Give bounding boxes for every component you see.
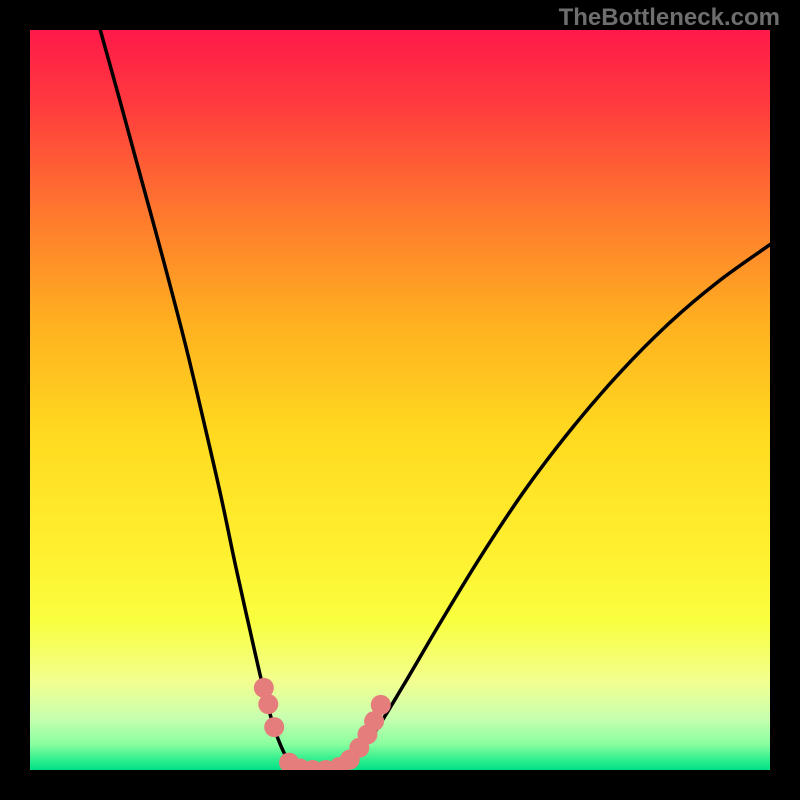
marker-point xyxy=(371,695,391,715)
marker-point xyxy=(264,717,284,737)
marker-point xyxy=(258,694,278,714)
plot-area xyxy=(30,30,770,770)
curve-layer xyxy=(30,30,770,770)
chart-root: TheBottleneck.com xyxy=(0,0,800,800)
curve-right-branch xyxy=(308,245,771,770)
watermark-text: TheBottleneck.com xyxy=(559,4,780,32)
curve-left-branch xyxy=(100,30,307,770)
